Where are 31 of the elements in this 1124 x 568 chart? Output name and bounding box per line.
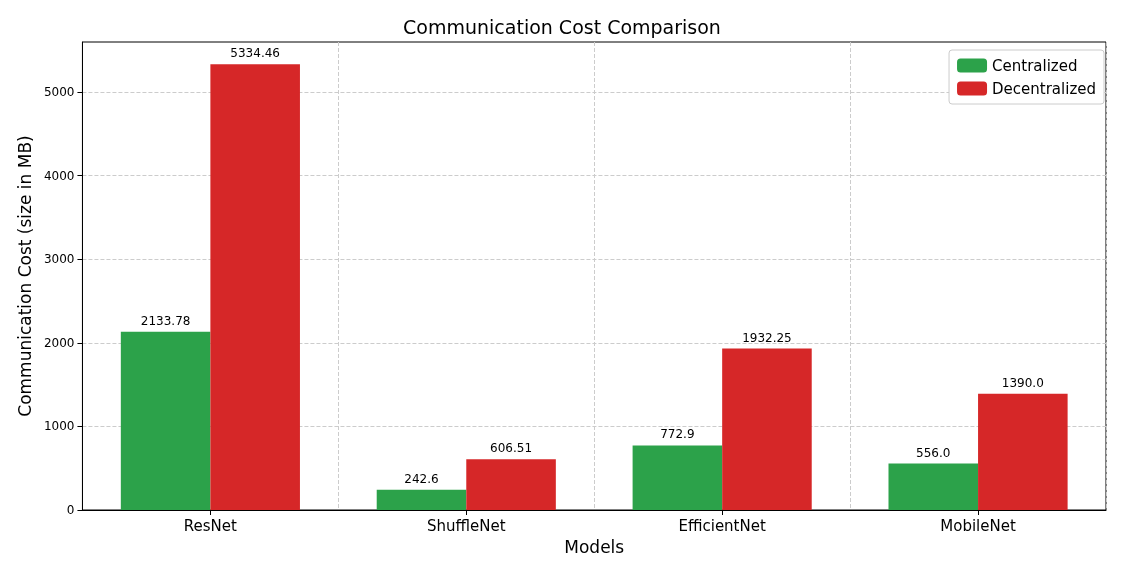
bar [632,445,723,510]
x-tick-label: ResNet [183,516,238,535]
data-label: 606.51 [490,441,533,456]
y-tick-label: 1000 [43,419,75,434]
y-tick-label: 2000 [43,335,75,350]
bar [466,459,556,510]
y-tick-label: 3000 [43,252,75,267]
bar [888,463,979,510]
bar [120,331,211,510]
data-label: 1932.25 [742,330,792,345]
y-tick-label: 4000 [43,168,75,183]
data-label: 556.0 [916,445,951,460]
data-label: 2133.78 [140,313,191,328]
bar [722,348,812,510]
data-label: 772.9 [660,427,695,442]
y-axis-title: Communication Cost (size in MB) [14,135,35,417]
x-tick-label: EfficientNet [678,516,766,535]
bar [210,64,300,510]
data-label: 5334.46 [230,46,280,61]
legend-label: Decentralized [992,79,1097,98]
y-tick-label: 5000 [43,85,75,100]
data-label: 242.6 [404,471,439,486]
x-axis-title: Models [564,536,625,557]
x-tick-label: ShuffleNet [426,516,506,535]
chart-title: Communication Cost Comparison [403,15,721,38]
legend-label: Centralized [992,56,1078,75]
bar [978,393,1068,510]
bar [376,489,467,510]
y-tick-label: 0 [66,503,75,517]
x-tick-label: MobileNet [940,516,1016,535]
data-label: 1390.0 [1001,375,1044,390]
